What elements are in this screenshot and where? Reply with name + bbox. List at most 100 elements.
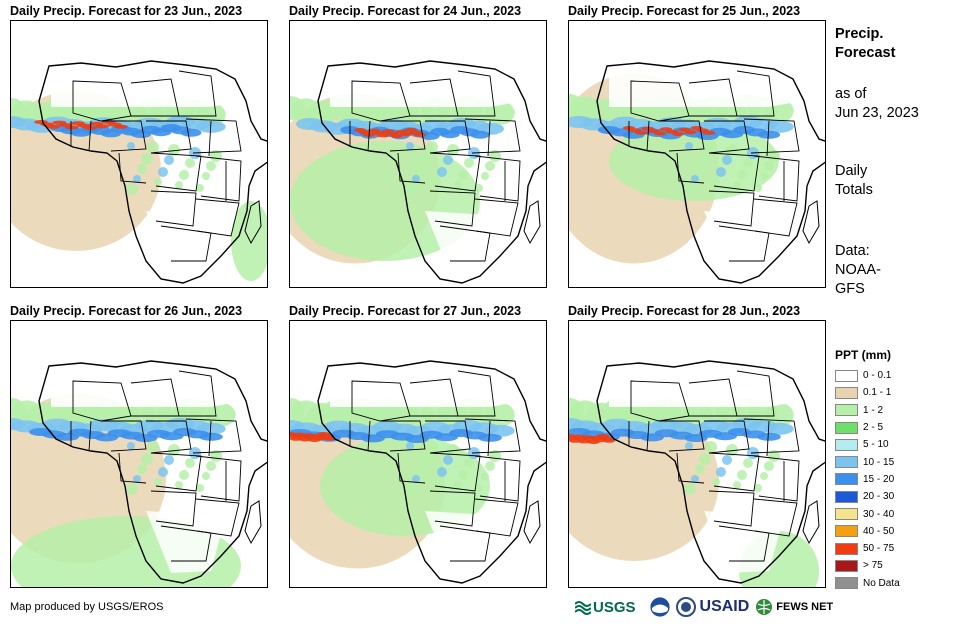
country-border (743, 418, 800, 454)
doc-seal-icon (675, 597, 696, 617)
precip-cell (691, 475, 699, 483)
precip-cell (390, 134, 404, 138)
fews-net-logo-icon (756, 599, 773, 615)
data-source: Data: NOAA- GFS (835, 242, 881, 299)
precip-cell (602, 438, 616, 443)
precip-cell (400, 132, 413, 137)
legend: 0 - 0.1 0.1 - 1 1 - 2 2 - 5 5 - 10 10 - 15 15 … (835, 367, 900, 592)
country-border (718, 525, 770, 562)
country-border (150, 190, 197, 227)
country-border (464, 418, 521, 454)
precip-cell (180, 128, 202, 137)
legend-swatch (835, 438, 858, 451)
precip-cell (158, 467, 168, 477)
country-border (659, 120, 705, 152)
precip-cell (168, 444, 180, 456)
panel-title: Daily Precip. Forecast for 26 Jun., 2023 (10, 304, 243, 318)
legend-swatch (835, 473, 858, 486)
precip-cell (416, 464, 426, 474)
legend-item: 5 - 10 (835, 436, 900, 453)
africa-map-drawing (290, 60, 546, 284)
legend-swatch (835, 456, 858, 469)
country-border (429, 452, 481, 492)
precip-cell (475, 184, 483, 192)
country-border (72, 80, 132, 122)
precip-cell (426, 141, 438, 153)
africa-map-drawing (569, 60, 825, 284)
country-border (150, 490, 197, 527)
precip-cell (206, 461, 216, 471)
precip-cell (699, 453, 711, 465)
country-border (150, 452, 202, 492)
country-border (439, 225, 491, 262)
precip-area (290, 141, 480, 261)
country-border (130, 378, 180, 417)
country-border (753, 198, 798, 237)
precip-cell (202, 172, 210, 180)
precip-cell (416, 164, 426, 174)
precip-cell (485, 424, 515, 437)
precip-cell (695, 164, 705, 174)
precip-cell (196, 184, 204, 192)
precip-cell (454, 181, 462, 189)
precip-area (231, 201, 267, 281)
precip-cell (420, 153, 432, 165)
country-border (351, 380, 411, 422)
precip-cell (743, 158, 753, 168)
legend-item: 20 - 30 (835, 488, 900, 505)
precip-cell (164, 155, 174, 165)
country-border (185, 418, 242, 454)
country-border (195, 155, 242, 202)
country-border (753, 455, 800, 502)
country-border (101, 120, 147, 152)
country-border (474, 198, 519, 237)
precip-cell (722, 155, 732, 165)
usaid-logo-text: USAID (699, 598, 750, 615)
precip-cell (754, 484, 762, 492)
precip-cell (185, 158, 195, 168)
precip-cell (127, 142, 135, 150)
precip-cell (376, 133, 390, 138)
precip-cell (405, 183, 417, 195)
africa-map-drawing (290, 360, 546, 584)
precip-cell (202, 472, 210, 480)
precip-cell (757, 432, 781, 441)
totals-line: Totals (835, 182, 873, 198)
precip-cell (133, 175, 141, 183)
dry-zone (330, 71, 522, 107)
data-source-line: GFS (835, 281, 865, 297)
precip-cell (635, 130, 648, 135)
legend-label: 15 - 20 (863, 473, 895, 485)
legend-item: 30 - 40 (835, 505, 900, 522)
legend-label: 50 - 75 (863, 543, 895, 555)
legend-label: 10 - 15 (863, 456, 895, 468)
africa-map-drawing (11, 360, 267, 587)
legend-item: 2 - 5 (835, 419, 900, 436)
forecast-map-jun-24 (289, 20, 547, 288)
legend-label: 0.1 - 1 (863, 387, 892, 399)
country-border (439, 525, 491, 562)
island-outline (244, 200, 262, 245)
country-border (429, 190, 476, 227)
precip-cell (743, 458, 753, 468)
precip-cell (64, 125, 79, 130)
precip-cell (478, 433, 502, 442)
totals-line: Daily (835, 163, 868, 179)
precip-cell (733, 181, 741, 189)
country-border (425, 120, 471, 154)
coastline (317, 60, 546, 284)
precip-cell (464, 158, 474, 168)
precip-cell (46, 124, 61, 129)
legend-swatch (835, 577, 858, 590)
precip-cell (406, 142, 414, 150)
forecast-map-jun-26 (10, 320, 268, 588)
legend-item: 1 - 2 (835, 402, 900, 419)
legend-item: > 75 (835, 557, 900, 574)
precip-cell (420, 453, 432, 465)
precip-cell (726, 444, 738, 456)
precip-cell (757, 130, 781, 139)
precip-cell (754, 184, 762, 192)
legend-item: 0.1 - 1 (835, 384, 900, 401)
coastline (596, 60, 825, 284)
precip-cell (443, 455, 453, 465)
